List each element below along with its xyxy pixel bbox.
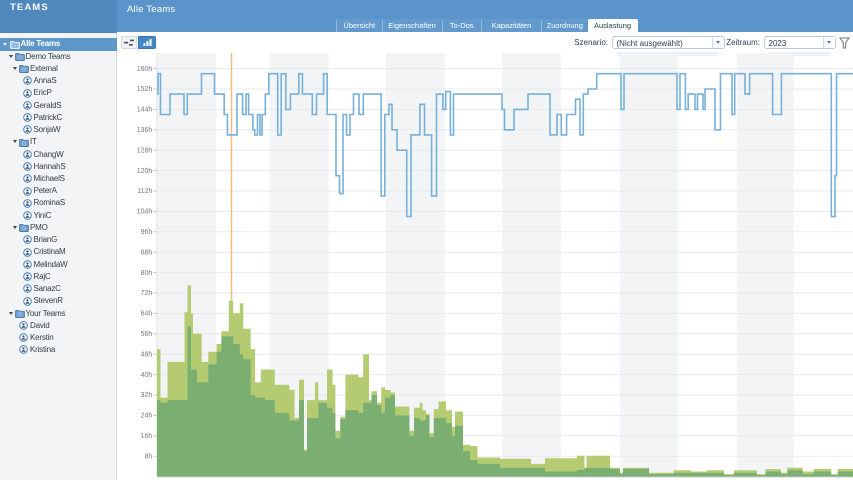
svg-text:120h: 120h bbox=[137, 168, 153, 175]
svg-text:160h: 160h bbox=[137, 66, 153, 73]
svg-text:64h: 64h bbox=[141, 311, 153, 318]
svg-text:128h: 128h bbox=[137, 147, 153, 154]
svg-text:96h: 96h bbox=[141, 229, 153, 236]
svg-text:152h: 152h bbox=[137, 86, 153, 93]
svg-text:32h: 32h bbox=[141, 392, 153, 399]
svg-text:48h: 48h bbox=[141, 351, 153, 358]
svg-text:56h: 56h bbox=[141, 331, 153, 338]
svg-text:112h: 112h bbox=[137, 188, 152, 195]
svg-text:40h: 40h bbox=[141, 372, 153, 379]
svg-text:136h: 136h bbox=[137, 127, 153, 134]
svg-text:24h: 24h bbox=[141, 413, 153, 420]
svg-text:16h: 16h bbox=[141, 433, 153, 440]
svg-text:80h: 80h bbox=[141, 270, 153, 277]
svg-text:72h: 72h bbox=[141, 290, 153, 297]
svg-text:8h: 8h bbox=[145, 453, 153, 460]
svg-text:88h: 88h bbox=[141, 249, 153, 256]
svg-text:144h: 144h bbox=[137, 107, 153, 114]
svg-text:104h: 104h bbox=[137, 209, 153, 216]
